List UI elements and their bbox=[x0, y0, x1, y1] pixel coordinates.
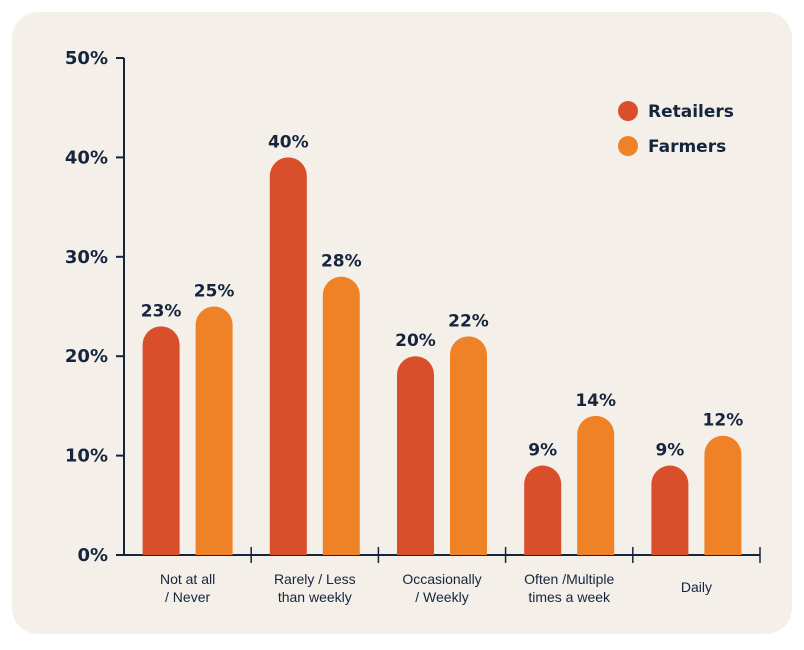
y-tick-label: 0% bbox=[77, 545, 108, 566]
y-tick-label: 20% bbox=[65, 346, 108, 367]
x-category-label: / Weekly bbox=[415, 589, 468, 605]
data-label: 40% bbox=[268, 132, 309, 152]
legend-label-farmers: Farmers bbox=[648, 137, 726, 157]
data-label: 9% bbox=[655, 441, 684, 461]
y-tick-label: 10% bbox=[65, 446, 108, 467]
x-category-label: Occasionally bbox=[402, 571, 481, 587]
x-category-label: Rarely / Less bbox=[274, 571, 356, 587]
x-category-label: than weekly bbox=[278, 589, 352, 605]
x-category-label: times a week bbox=[528, 589, 611, 605]
x-category-label: Often /Multiple bbox=[524, 571, 614, 587]
data-label: 9% bbox=[528, 441, 557, 461]
legend-label-retailers: Retailers bbox=[648, 102, 734, 122]
y-tick-label: 50% bbox=[65, 48, 108, 69]
bar-retailers bbox=[397, 356, 434, 555]
bar-retailers bbox=[524, 465, 562, 555]
bar-retailers bbox=[269, 157, 307, 555]
y-tick-label: 30% bbox=[65, 247, 108, 268]
x-category-label: Not at all bbox=[160, 571, 215, 587]
data-label: 25% bbox=[194, 282, 235, 302]
data-label: 28% bbox=[321, 252, 362, 272]
bar-retailers bbox=[651, 465, 689, 555]
data-label: 14% bbox=[575, 391, 616, 411]
x-category-label: Daily bbox=[681, 579, 712, 595]
bar-retailers bbox=[142, 326, 180, 555]
bar-farmers bbox=[450, 336, 487, 555]
data-label: 12% bbox=[703, 411, 744, 431]
data-label: 23% bbox=[141, 301, 182, 321]
bar-farmers bbox=[322, 276, 360, 555]
data-label: 20% bbox=[395, 331, 436, 351]
data-label: 22% bbox=[448, 311, 489, 331]
bar-farmers bbox=[195, 306, 233, 555]
x-category-label: / Never bbox=[165, 589, 210, 605]
bar-farmers bbox=[704, 435, 742, 555]
y-tick-label: 40% bbox=[65, 147, 108, 168]
legend-marker-retailers bbox=[618, 101, 638, 121]
bar-farmers bbox=[577, 415, 615, 555]
legend-marker-farmers bbox=[618, 136, 638, 156]
